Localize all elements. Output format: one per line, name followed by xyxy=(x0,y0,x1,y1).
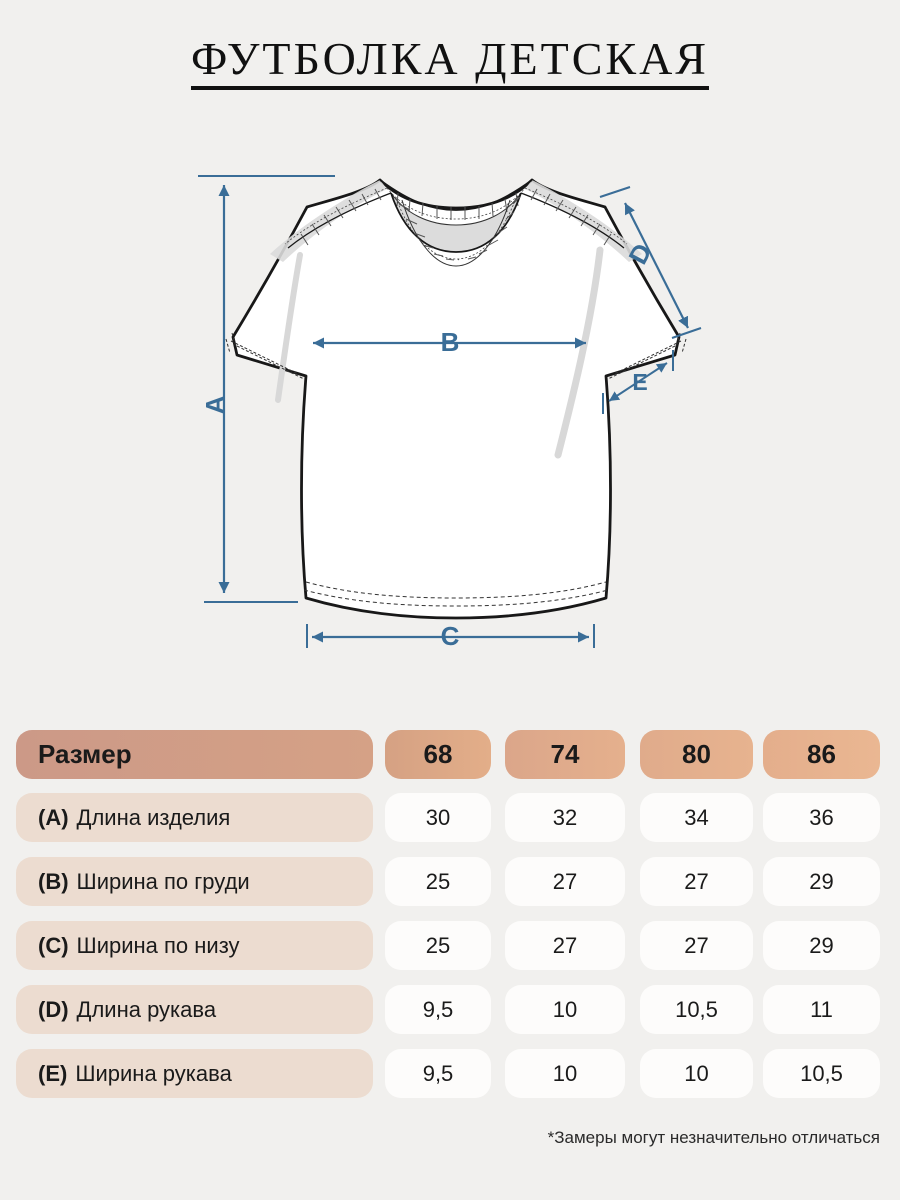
svg-text:C: C xyxy=(441,621,460,651)
